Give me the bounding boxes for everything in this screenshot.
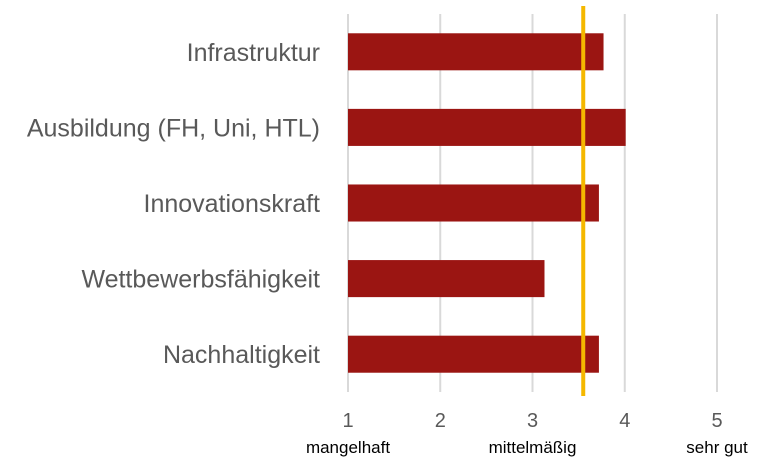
category-label: Nachhaltigkeit (163, 341, 320, 369)
x-tick-label: 1 (342, 410, 353, 432)
rating-labels: mangelhaft mittelmäßig sehr gut (306, 438, 748, 457)
bar (348, 108, 626, 146)
x-tick-label: 2 (435, 410, 446, 432)
x-tick-label: 5 (711, 410, 722, 432)
category-label: Innovationskraft (144, 190, 321, 218)
rating-label: mangelhaft (306, 438, 390, 457)
x-tick-label: 4 (619, 410, 630, 432)
x-tick-label: 3 (527, 410, 538, 432)
rating-label: mittelmäßig (489, 438, 577, 457)
rating-label: sehr gut (686, 438, 748, 457)
category-label: Ausbildung (FH, Uni, HTL) (27, 114, 320, 142)
bar (348, 260, 545, 298)
bars (348, 33, 626, 373)
x-tick-labels: 1 2 3 4 5 (342, 410, 722, 432)
category-label: Wettbewerbsfähigkeit (81, 266, 320, 294)
category-labels: Infrastruktur Ausbildung (FH, Uni, HTL) In… (27, 39, 320, 369)
bar (348, 184, 599, 222)
bar (348, 33, 604, 71)
bar (348, 335, 599, 373)
category-label: Infrastruktur (187, 39, 320, 67)
